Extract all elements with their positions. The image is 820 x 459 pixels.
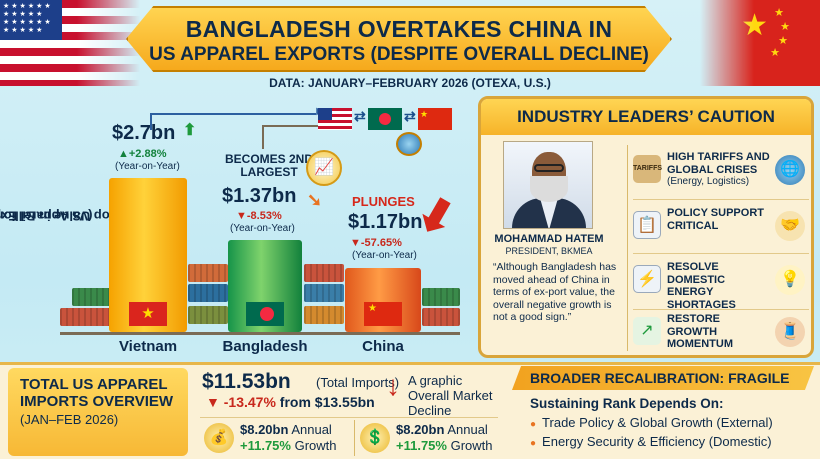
overview-period: (JAN–FEB 2026): [20, 412, 119, 427]
us-flag-icon: [318, 108, 352, 130]
value-label-china: $1.17bn: [348, 211, 423, 233]
portrait-photo: [503, 141, 593, 229]
caution-item-energy: ⚡ RESOLVE DOMESTIC ENERGY SHORTAGES 💡: [631, 259, 811, 311]
globe-chain-icon: 🌐: [775, 155, 805, 185]
broader-point-2: Energy Security & Efficiency (Domestic): [530, 434, 772, 449]
category-label-vietnam: Vietnam: [118, 338, 178, 355]
market-decline-note: A graphic Overall Market Decline: [408, 373, 493, 418]
handshake-money-icon: 🤝: [775, 211, 805, 241]
data-source-note: DATA: JANUARY–FEBRUARY 2026 (OTEXA, U.S.…: [269, 76, 551, 90]
china-flag-icon: ★: [364, 302, 402, 326]
bangladesh-flag-icon: [246, 302, 284, 326]
china-flag-icon: ★: [418, 108, 452, 130]
change-label-china: ▼-57.65%: [350, 237, 402, 249]
y-axis-title: Top US Apparel Exporters(Value in Billio…: [0, 208, 117, 224]
exchange-arrow-icon: ⇄: [354, 108, 366, 124]
change-label-bangladesh: ▼-8.53%: [236, 210, 282, 222]
caution-item-growth: ↗ RESTORE GROWTH MOMENTUM 🧵: [631, 311, 811, 355]
exchange-arrow-icon: ⇄: [404, 108, 416, 124]
callout-bangladesh: BECOMES 2ND LARGEST: [224, 152, 313, 179]
panel-title: INDUSTRY LEADERS’ CAUTION: [481, 99, 811, 135]
callout-china: PLUNGES: [352, 194, 415, 209]
document-check-icon: 📋: [633, 211, 661, 239]
yoy-label-vietnam: (Year-on-Year): [115, 161, 180, 172]
market-decline-arrow-icon: ↓: [386, 370, 400, 401]
total-imports-change: ▼ -13.47% from $13.55bn: [206, 394, 375, 410]
growth-divider: [354, 420, 355, 456]
panel-divider: [627, 145, 628, 351]
tariffs-sign-icon: TARIFFS: [633, 155, 662, 183]
value-label-bangladesh: $1.37bn: [222, 185, 297, 207]
page-title-line2: US APPAREL EXPORTS (DESPITE OVERALL DECL…: [149, 44, 649, 65]
change-label-vietnam: ▲+2.88%: [118, 148, 167, 160]
broader-subtitle: Sustaining Rank Depends On:: [530, 396, 724, 411]
us-flag-decoration: ★★★★★★ ★★★★★ ★★★★★★ ★★★★★: [0, 0, 140, 86]
connector-line-2: [262, 125, 318, 149]
growth-stat-2: 💲 $8.20bn Annual +11.75% Growth: [360, 421, 510, 455]
money-stack-icon: 💰: [204, 423, 234, 453]
bar-vietnam: ★: [109, 178, 187, 332]
fabric-rolls-icon: 🧵: [775, 317, 805, 347]
caution-item-policy: 📋 POLICY SUPPORT CRITICAL 🤝: [631, 205, 811, 253]
caution-item-tariffs: TARIFFS HIGH TARIFFS AND GLOBAL CRISES (E…: [631, 149, 811, 197]
china-flag-decoration: ★ ★ ★ ★ ★: [700, 0, 820, 86]
chart-baseline: [60, 332, 460, 335]
down-right-arrow-icon: ➘: [307, 190, 323, 210]
industry-leaders-panel: INDUSTRY LEADERS’ CAUTION MOHAMMAD HATEM…: [478, 96, 814, 358]
growth-arrows-icon: ↗: [633, 317, 661, 345]
value-label-vietnam: $2.7bn: [112, 122, 176, 144]
category-label-china: China: [362, 338, 404, 355]
yoy-label-bangladesh: (Year-on-Year): [230, 223, 295, 234]
page-title: BANGLADESH OVERTAKES CHINA IN: [185, 16, 613, 42]
vietnam-flag-icon: ★: [129, 302, 167, 326]
bangladesh-flag-icon: [368, 108, 402, 130]
title-banner: BANGLADESH OVERTAKES CHINA IN US APPAREL…: [126, 6, 672, 72]
broader-recalibration-title: BROADER RECALIBRATION: FRAGILE RISE: [512, 366, 814, 390]
overview-divider: [200, 417, 498, 418]
category-label-bangladesh: Bangladesh: [222, 338, 308, 355]
broader-point-1: Trade Policy & Global Growth (External): [530, 415, 773, 430]
up-arrow-icon: ⬆: [183, 122, 197, 139]
shipping-containers-decoration: [60, 262, 460, 332]
bar-bangladesh: [228, 240, 302, 332]
trend-up-icon: 📈: [306, 150, 342, 186]
bar-china: ★: [345, 268, 421, 332]
overview-title: TOTAL US APPAREL IMPORTS OVERVIEW: [20, 376, 174, 410]
power-tower-icon: ⚡: [633, 265, 661, 293]
yoy-label-china: (Year-on-Year): [352, 250, 417, 261]
person-name: MOHAMMAD HATEM: [494, 233, 604, 245]
person-role: PRESIDENT, BKMEA: [505, 246, 593, 256]
quote-text: “Although Bangladesh has moved ahead of …: [493, 261, 617, 324]
globe-icon: [396, 132, 422, 156]
growth-stat-1: 💰 $8.20bn Annual +11.75% Growth: [204, 421, 354, 455]
lightbulb-icon: 💡: [775, 265, 805, 295]
trade-exchange-graphic: ⇄ ⇄ ★: [318, 104, 458, 158]
overview-title-box: TOTAL US APPAREL IMPORTS OVERVIEW (JAN–F…: [8, 368, 188, 456]
total-imports-value: $11.53bn: [202, 370, 291, 393]
total-imports-note: (Total Imports): [316, 375, 400, 390]
money-growth-icon: 💲: [360, 423, 390, 453]
